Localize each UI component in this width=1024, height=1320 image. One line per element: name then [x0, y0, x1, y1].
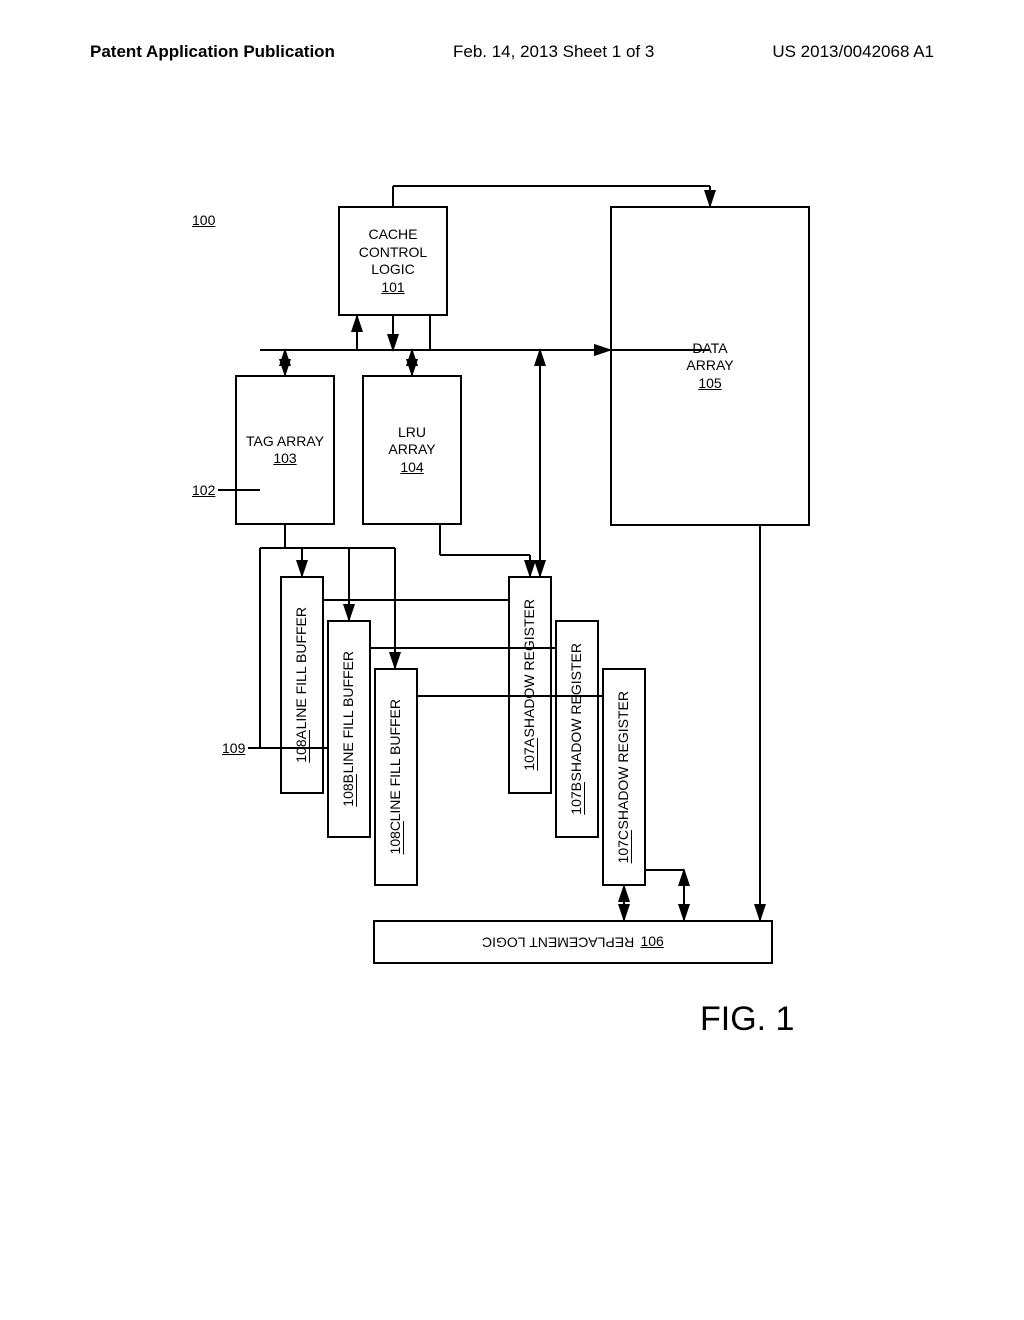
box-shadow-register-b: SHADOW REGISTER 107B — [555, 620, 599, 838]
box-tag-array: TAG ARRAY 103 — [235, 375, 335, 525]
shadow-a-ref: 107A — [521, 738, 539, 771]
lru-array-l1: LRU — [398, 424, 426, 442]
box-shadow-register-a: SHADOW REGISTER 107A — [508, 576, 552, 794]
ref-100: 100 — [192, 212, 215, 228]
lfb-c-ref: 108C — [387, 821, 405, 854]
figure-label: FIG. 1 — [700, 1000, 794, 1039]
tag-array-l1: TAG ARRAY — [246, 433, 324, 451]
ref-102: 102 — [192, 482, 215, 498]
box-line-fill-buffer-b: LINE FILL BUFFER 108B — [327, 620, 371, 838]
cache-control-l3: LOGIC — [371, 261, 415, 279]
replacement-ref: 106 — [640, 933, 663, 951]
lfb-b-l1: LINE FILL BUFFER — [340, 651, 358, 773]
shadow-c-l1: SHADOW REGISTER — [615, 691, 633, 829]
lfb-a-l1: LINE FILL BUFFER — [293, 607, 311, 729]
cache-control-l2: CONTROL — [359, 244, 427, 262]
box-data-array: DATA ARRAY 105 — [610, 206, 810, 526]
shadow-c-ref: 107C — [615, 830, 633, 863]
lfb-c-l1: LINE FILL BUFFER — [387, 699, 405, 821]
cache-control-ref: 101 — [381, 279, 404, 297]
lru-array-ref: 104 — [400, 459, 423, 477]
shadow-b-ref: 107B — [568, 782, 586, 815]
lfb-a-ref: 108A — [293, 730, 311, 763]
ref-109: 109 — [222, 740, 245, 756]
shadow-a-l1: SHADOW REGISTER — [521, 599, 539, 737]
data-array-ref: 105 — [698, 375, 721, 393]
cache-control-l1: CACHE — [368, 226, 417, 244]
box-shadow-register-c: SHADOW REGISTER 107C — [602, 668, 646, 886]
tag-array-ref: 103 — [273, 450, 296, 468]
figure-canvas: 100 102 109 CACHE CONTROL LOGIC 101 TAG … — [0, 0, 1024, 1320]
box-line-fill-buffer-c: LINE FILL BUFFER 108C — [374, 668, 418, 886]
box-replacement-logic: REPLACEMENT LOGIC 106 — [373, 920, 773, 964]
data-array-l2: ARRAY — [686, 357, 733, 375]
box-cache-control-logic: CACHE CONTROL LOGIC 101 — [338, 206, 448, 316]
lfb-b-ref: 108B — [340, 774, 358, 807]
lru-array-l2: ARRAY — [388, 441, 435, 459]
box-lru-array: LRU ARRAY 104 — [362, 375, 462, 525]
replacement-l1: REPLACEMENT LOGIC — [482, 933, 634, 951]
shadow-b-l1: SHADOW REGISTER — [568, 643, 586, 781]
data-array-l1: DATA — [692, 340, 727, 358]
box-line-fill-buffer-a: LINE FILL BUFFER 108A — [280, 576, 324, 794]
